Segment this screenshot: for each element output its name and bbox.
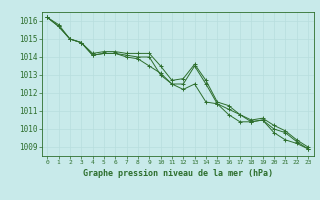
X-axis label: Graphe pression niveau de la mer (hPa): Graphe pression niveau de la mer (hPa)	[83, 169, 273, 178]
